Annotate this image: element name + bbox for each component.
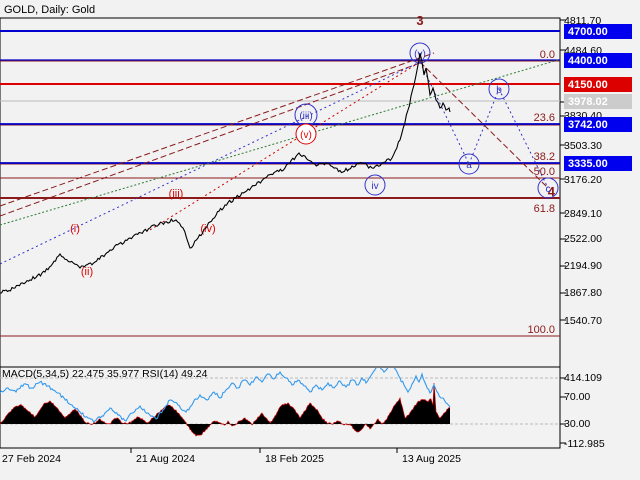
- svg-text:4400.00: 4400.00: [568, 55, 608, 67]
- svg-text:2522.00: 2522.00: [564, 233, 602, 245]
- svg-text:2194.90: 2194.90: [564, 260, 602, 272]
- svg-text:3176.20: 3176.20: [564, 174, 602, 186]
- svg-text:0.0: 0.0: [540, 49, 555, 61]
- svg-text:(i): (i): [70, 223, 80, 235]
- svg-text:iv: iv: [371, 181, 378, 192]
- svg-text:100.0: 100.0: [527, 324, 555, 336]
- svg-text:21 Aug 2024: 21 Aug 2024: [136, 453, 195, 465]
- svg-text:30.00: 30.00: [564, 418, 590, 430]
- svg-text:GOLD, Daily: Gold: GOLD, Daily: Gold: [4, 4, 95, 16]
- svg-text:61.8: 61.8: [534, 203, 555, 215]
- svg-text:50.0: 50.0: [534, 166, 555, 178]
- svg-text:1867.80: 1867.80: [564, 287, 602, 299]
- svg-text:2849.10: 2849.10: [564, 208, 602, 220]
- svg-text:(ii): (ii): [81, 266, 93, 278]
- svg-text:3742.00: 3742.00: [568, 119, 608, 131]
- svg-text:414.109: 414.109: [564, 372, 602, 384]
- svg-text:18 Feb 2025: 18 Feb 2025: [265, 453, 324, 465]
- svg-text:23.6: 23.6: [534, 112, 555, 124]
- svg-text:-112.985: -112.985: [564, 438, 605, 450]
- svg-text:3978.02: 3978.02: [568, 96, 608, 108]
- svg-text:4150.00: 4150.00: [568, 79, 608, 91]
- svg-text:3: 3: [416, 13, 423, 28]
- svg-text:13 Aug 2025: 13 Aug 2025: [402, 453, 461, 465]
- svg-text:(iii): (iii): [169, 188, 184, 200]
- svg-text:c: c: [546, 184, 551, 195]
- svg-text:3503.30: 3503.30: [564, 140, 602, 152]
- svg-text:70.00: 70.00: [564, 391, 590, 403]
- svg-text:4700.00: 4700.00: [568, 26, 608, 38]
- svg-text:27 Feb 2024: 27 Feb 2024: [2, 453, 61, 465]
- svg-text:(iii): (iii): [299, 111, 312, 122]
- svg-text:3335.00: 3335.00: [568, 158, 608, 170]
- svg-text:b: b: [496, 85, 502, 96]
- svg-text:1540.70: 1540.70: [564, 315, 602, 327]
- svg-text:(v): (v): [300, 130, 312, 141]
- svg-text:38.2: 38.2: [534, 151, 555, 163]
- svg-text:MACD(5,34,5) 22.475 35.977 RSI: MACD(5,34,5) 22.475 35.977 RSI(14) 49.24: [2, 368, 208, 380]
- svg-text:a: a: [466, 160, 472, 171]
